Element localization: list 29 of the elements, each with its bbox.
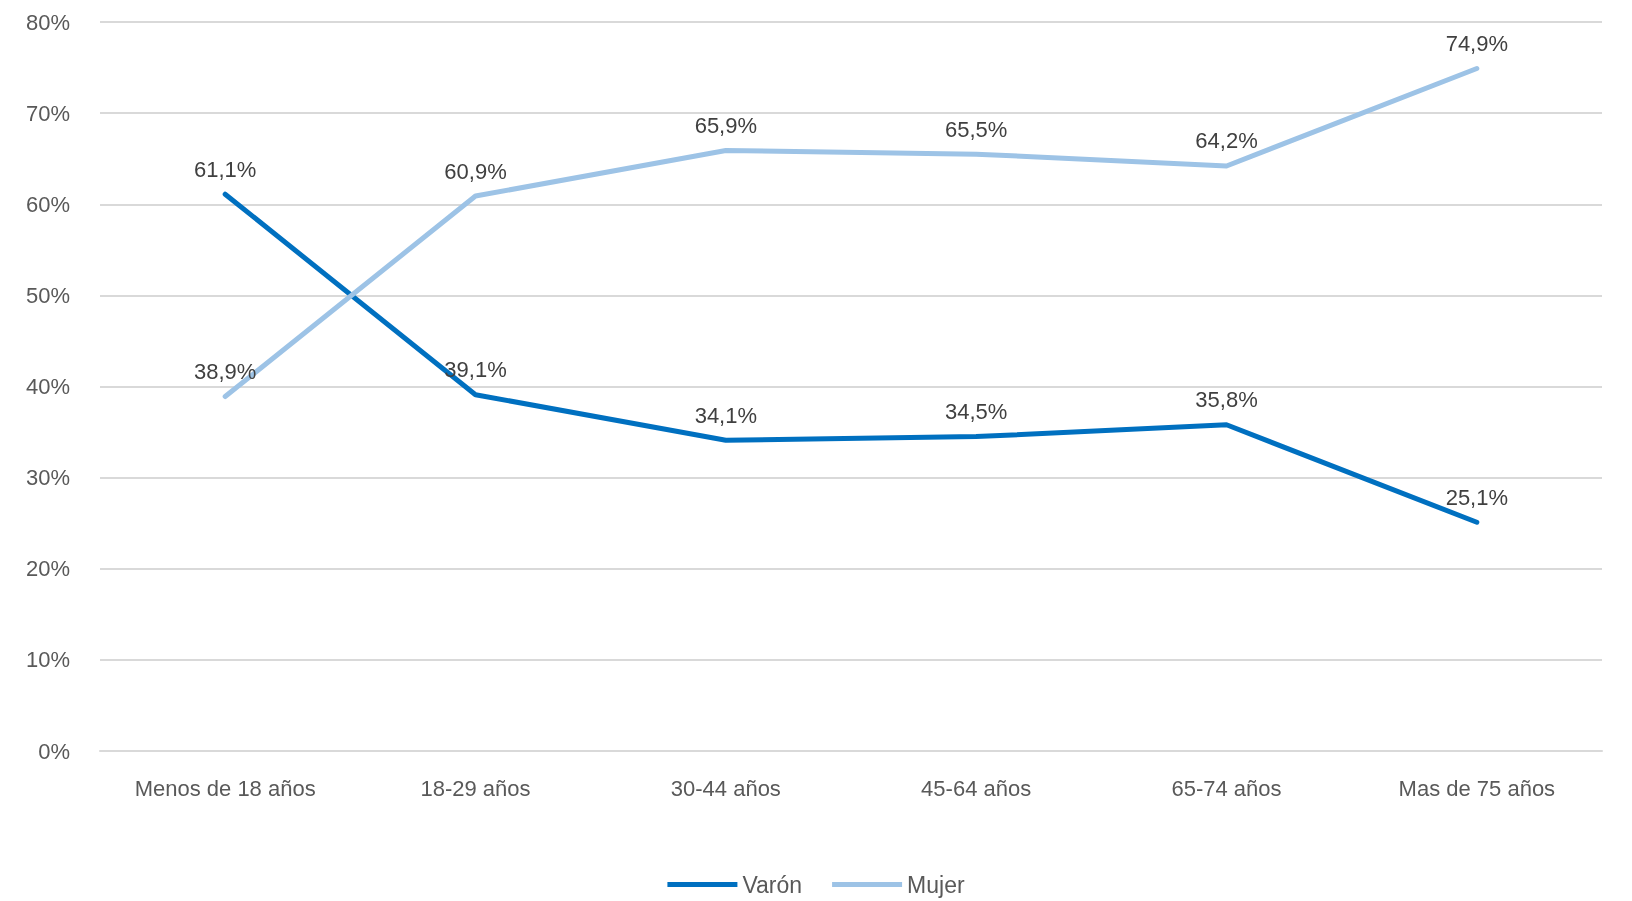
y-tick-label: 60% — [25, 191, 70, 217]
data-label: 65,9% — [694, 112, 758, 138]
y-tick-label: 40% — [25, 374, 70, 399]
legend-label: Mujer — [907, 871, 965, 898]
x-tick-label: 30-44 años — [670, 775, 781, 801]
y-tick-label: 0% — [38, 738, 70, 764]
y-tick-label: 30% — [25, 465, 70, 491]
x-tick-label: 65-74 años — [1171, 775, 1282, 801]
x-tick-label: Menos de 18 años — [134, 775, 316, 801]
legend-label: Varón — [742, 871, 803, 898]
y-tick-label: 80% — [25, 9, 70, 35]
y-tick-label: 20% — [25, 556, 70, 582]
x-tick-label: 18-29 años — [420, 775, 531, 801]
data-label: 34,1% — [694, 402, 758, 428]
data-label: 74,9% — [1445, 30, 1509, 56]
x-tick-label: 45-64 años — [921, 775, 1032, 801]
y-tick-label: 70% — [25, 100, 70, 126]
data-label: 34,5% — [944, 399, 1008, 425]
data-label: 39,1% — [444, 357, 507, 383]
data-label: 61,1% — [193, 156, 257, 182]
data-label: 35,8% — [1195, 387, 1258, 413]
data-label: 60,9% — [444, 158, 507, 184]
y-tick-label: 10% — [25, 647, 70, 673]
y-tick-label: 50% — [25, 282, 70, 308]
data-label: 38,9% — [193, 359, 257, 385]
data-label: 25,1% — [1445, 484, 1509, 510]
data-label: 64,2% — [1195, 128, 1258, 154]
x-tick-label: Mas de 75 años — [1398, 775, 1556, 801]
data-label: 65,5% — [944, 116, 1008, 142]
